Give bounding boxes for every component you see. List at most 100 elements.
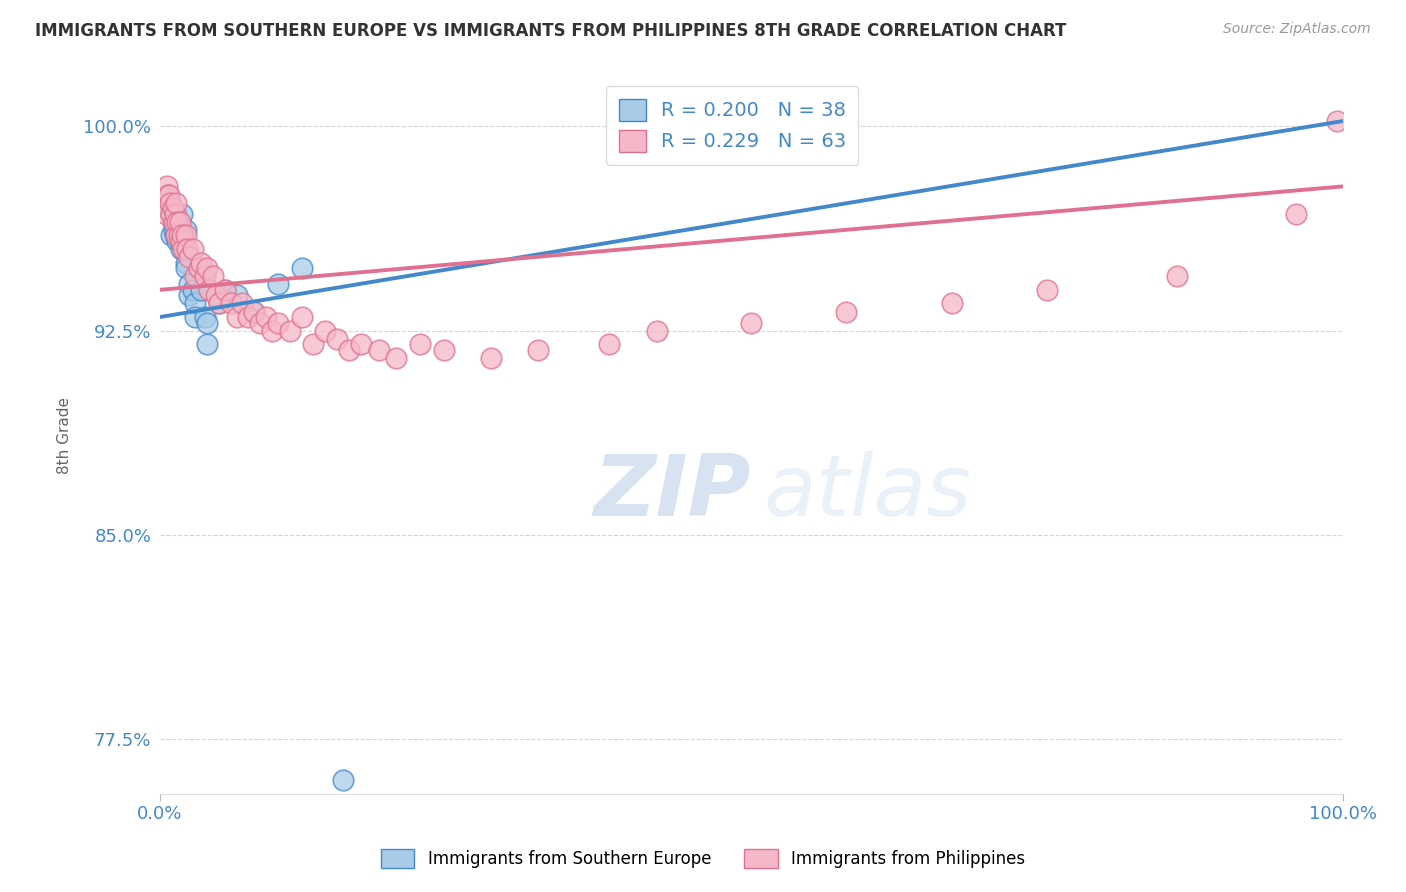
Point <box>326 332 349 346</box>
Point <box>179 288 201 302</box>
Y-axis label: 8th Grade: 8th Grade <box>58 397 72 474</box>
Point <box>645 324 668 338</box>
Legend: Immigrants from Southern Europe, Immigrants from Philippines: Immigrants from Southern Europe, Immigra… <box>374 842 1032 875</box>
Point <box>167 223 190 237</box>
Point <box>187 261 209 276</box>
Point <box>184 310 207 324</box>
Point <box>166 215 188 229</box>
Point <box>160 228 183 243</box>
Point <box>1284 206 1306 220</box>
Point <box>195 337 218 351</box>
Point <box>170 234 193 248</box>
Point <box>194 269 217 284</box>
Point <box>195 316 218 330</box>
Point <box>160 206 183 220</box>
Text: atlas: atlas <box>763 451 972 534</box>
Point <box>172 242 194 256</box>
Point <box>243 304 266 318</box>
Point <box>174 228 197 243</box>
Point <box>174 261 197 276</box>
Point <box>291 261 314 276</box>
Point <box>153 195 176 210</box>
Point <box>170 223 193 237</box>
Point <box>740 316 762 330</box>
Point <box>267 316 290 330</box>
Point <box>162 215 184 229</box>
Point <box>157 187 180 202</box>
Point <box>157 195 180 210</box>
Point <box>409 337 432 351</box>
Point <box>190 283 212 297</box>
Point <box>184 269 207 284</box>
Point <box>167 228 190 243</box>
Point <box>225 310 247 324</box>
Point <box>249 316 271 330</box>
Point <box>219 296 242 310</box>
Point <box>163 206 186 220</box>
Point <box>170 242 193 256</box>
Point <box>243 304 266 318</box>
Point <box>302 337 325 351</box>
Point <box>163 228 186 243</box>
Point <box>1166 269 1188 284</box>
Point <box>176 242 198 256</box>
Point <box>156 187 179 202</box>
Point <box>174 255 197 269</box>
Point <box>238 310 260 324</box>
Point <box>169 215 191 229</box>
Point <box>166 234 188 248</box>
Text: Source: ZipAtlas.com: Source: ZipAtlas.com <box>1223 22 1371 37</box>
Point <box>172 228 194 243</box>
Point <box>332 773 354 788</box>
Point <box>260 324 283 338</box>
Point <box>190 255 212 269</box>
Point <box>172 206 194 220</box>
Point <box>214 283 236 297</box>
Point <box>172 228 194 243</box>
Point <box>225 288 247 302</box>
Point <box>291 310 314 324</box>
Point <box>1036 283 1059 297</box>
Point <box>194 310 217 324</box>
Point <box>184 296 207 310</box>
Point <box>941 296 963 310</box>
Point <box>156 187 179 202</box>
Text: IMMIGRANTS FROM SOUTHERN EUROPE VS IMMIGRANTS FROM PHILIPPINES 8TH GRADE CORRELA: IMMIGRANTS FROM SOUTHERN EUROPE VS IMMIG… <box>35 22 1067 40</box>
Point <box>179 250 201 264</box>
Point <box>165 195 187 210</box>
Point <box>205 288 228 302</box>
Point <box>278 324 301 338</box>
Point <box>195 261 218 276</box>
Point <box>160 206 183 220</box>
Point <box>163 206 186 220</box>
Text: ZIP: ZIP <box>593 451 751 534</box>
Point <box>527 343 550 357</box>
Point <box>208 296 231 310</box>
Point <box>198 283 221 297</box>
Point <box>181 283 204 297</box>
Point <box>163 215 186 229</box>
Point <box>433 343 456 357</box>
Point <box>159 195 181 210</box>
Point <box>165 228 187 243</box>
Point <box>254 310 277 324</box>
Point <box>166 215 188 229</box>
Point <box>367 343 389 357</box>
Point <box>163 223 186 237</box>
Point <box>169 234 191 248</box>
Point <box>267 277 290 292</box>
Point <box>179 277 201 292</box>
Point <box>598 337 620 351</box>
Point <box>479 351 502 365</box>
Point <box>155 201 177 215</box>
Point <box>314 324 336 338</box>
Point <box>165 206 187 220</box>
Legend: R = 0.200   N = 38, R = 0.229   N = 63: R = 0.200 N = 38, R = 0.229 N = 63 <box>606 87 859 165</box>
Point <box>173 242 195 256</box>
Point <box>385 351 408 365</box>
Point <box>156 179 179 194</box>
Point <box>835 304 858 318</box>
Point <box>350 337 373 351</box>
Point <box>337 343 360 357</box>
Point <box>208 296 231 310</box>
